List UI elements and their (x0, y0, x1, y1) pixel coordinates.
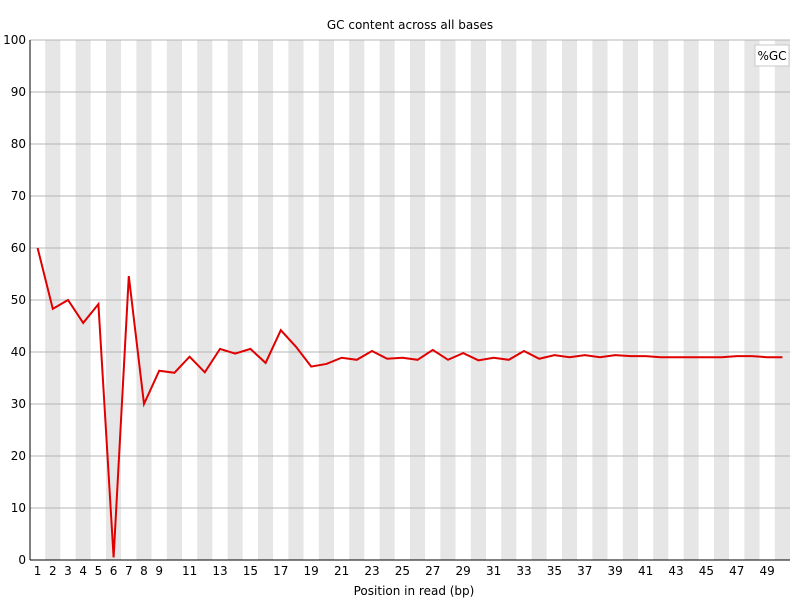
x-tick-label: 7 (125, 564, 133, 578)
x-tick-label: 5 (95, 564, 103, 578)
y-tick-label: 60 (11, 241, 26, 255)
x-tick-label: 27 (425, 564, 440, 578)
y-tick-label: 40 (11, 345, 26, 359)
x-tick-label: 4 (79, 564, 87, 578)
x-tick-label: 17 (273, 564, 288, 578)
y-tick-label: 30 (11, 397, 26, 411)
x-tick-label: 13 (212, 564, 227, 578)
legend: %GC (754, 44, 790, 67)
grid-layer (30, 39, 790, 509)
x-tick-label: 43 (668, 564, 683, 578)
y-tick-label: 90 (11, 85, 26, 99)
x-tick-label: 41 (638, 564, 653, 578)
x-tick-label: 47 (729, 564, 744, 578)
x-axis-label: Position in read (bp) (354, 584, 475, 598)
x-tick-label: 33 (516, 564, 531, 578)
x-tick-layer: 1 2 3 4 5 6 7 8 9 11 13 15 17 19 21 23 25 27 29 31 33 35 37 39 4… (34, 564, 775, 578)
x-tick-label: 15 (243, 564, 258, 578)
x-tick-label: 19 (304, 564, 319, 578)
x-tick-label: 37 (577, 564, 592, 578)
y-tick-label: 70 (11, 189, 26, 203)
x-tick-label: 29 (456, 564, 471, 578)
x-tick-label: 2 (49, 564, 57, 578)
y-tick-label: 80 (11, 137, 26, 151)
x-tick-label: 1 (34, 564, 42, 578)
y-tick-label: 100 (3, 33, 26, 47)
x-tick-label: 35 (547, 564, 562, 578)
legend-entry-gc: %GC (757, 49, 786, 63)
x-tick-label: 11 (182, 564, 197, 578)
y-tick-label: 10 (11, 501, 26, 515)
y-tick-label: 50 (11, 293, 26, 307)
x-tick-label: 31 (486, 564, 501, 578)
x-tick-label: 9 (155, 564, 163, 578)
x-tick-label: 39 (608, 564, 623, 578)
x-tick-label: 6 (110, 564, 118, 578)
chart-title: GC content across all bases (327, 18, 493, 32)
x-tick-label: 23 (364, 564, 379, 578)
y-tick-label: 0 (18, 553, 26, 567)
y-tick-label: 20 (11, 449, 26, 463)
x-tick-label: 45 (699, 564, 714, 578)
y-tick-layer: 0 10 20 30 40 50 60 70 80 90 100 (3, 33, 26, 567)
series-layer (36, 247, 783, 558)
x-tick-label: 3 (64, 564, 72, 578)
x-tick-label: 49 (760, 564, 775, 578)
series-line-gc (36, 247, 783, 558)
legend-box (754, 44, 790, 67)
x-tick-label: 8 (140, 564, 148, 578)
x-tick-label: 25 (395, 564, 410, 578)
x-tick-label: 21 (334, 564, 349, 578)
